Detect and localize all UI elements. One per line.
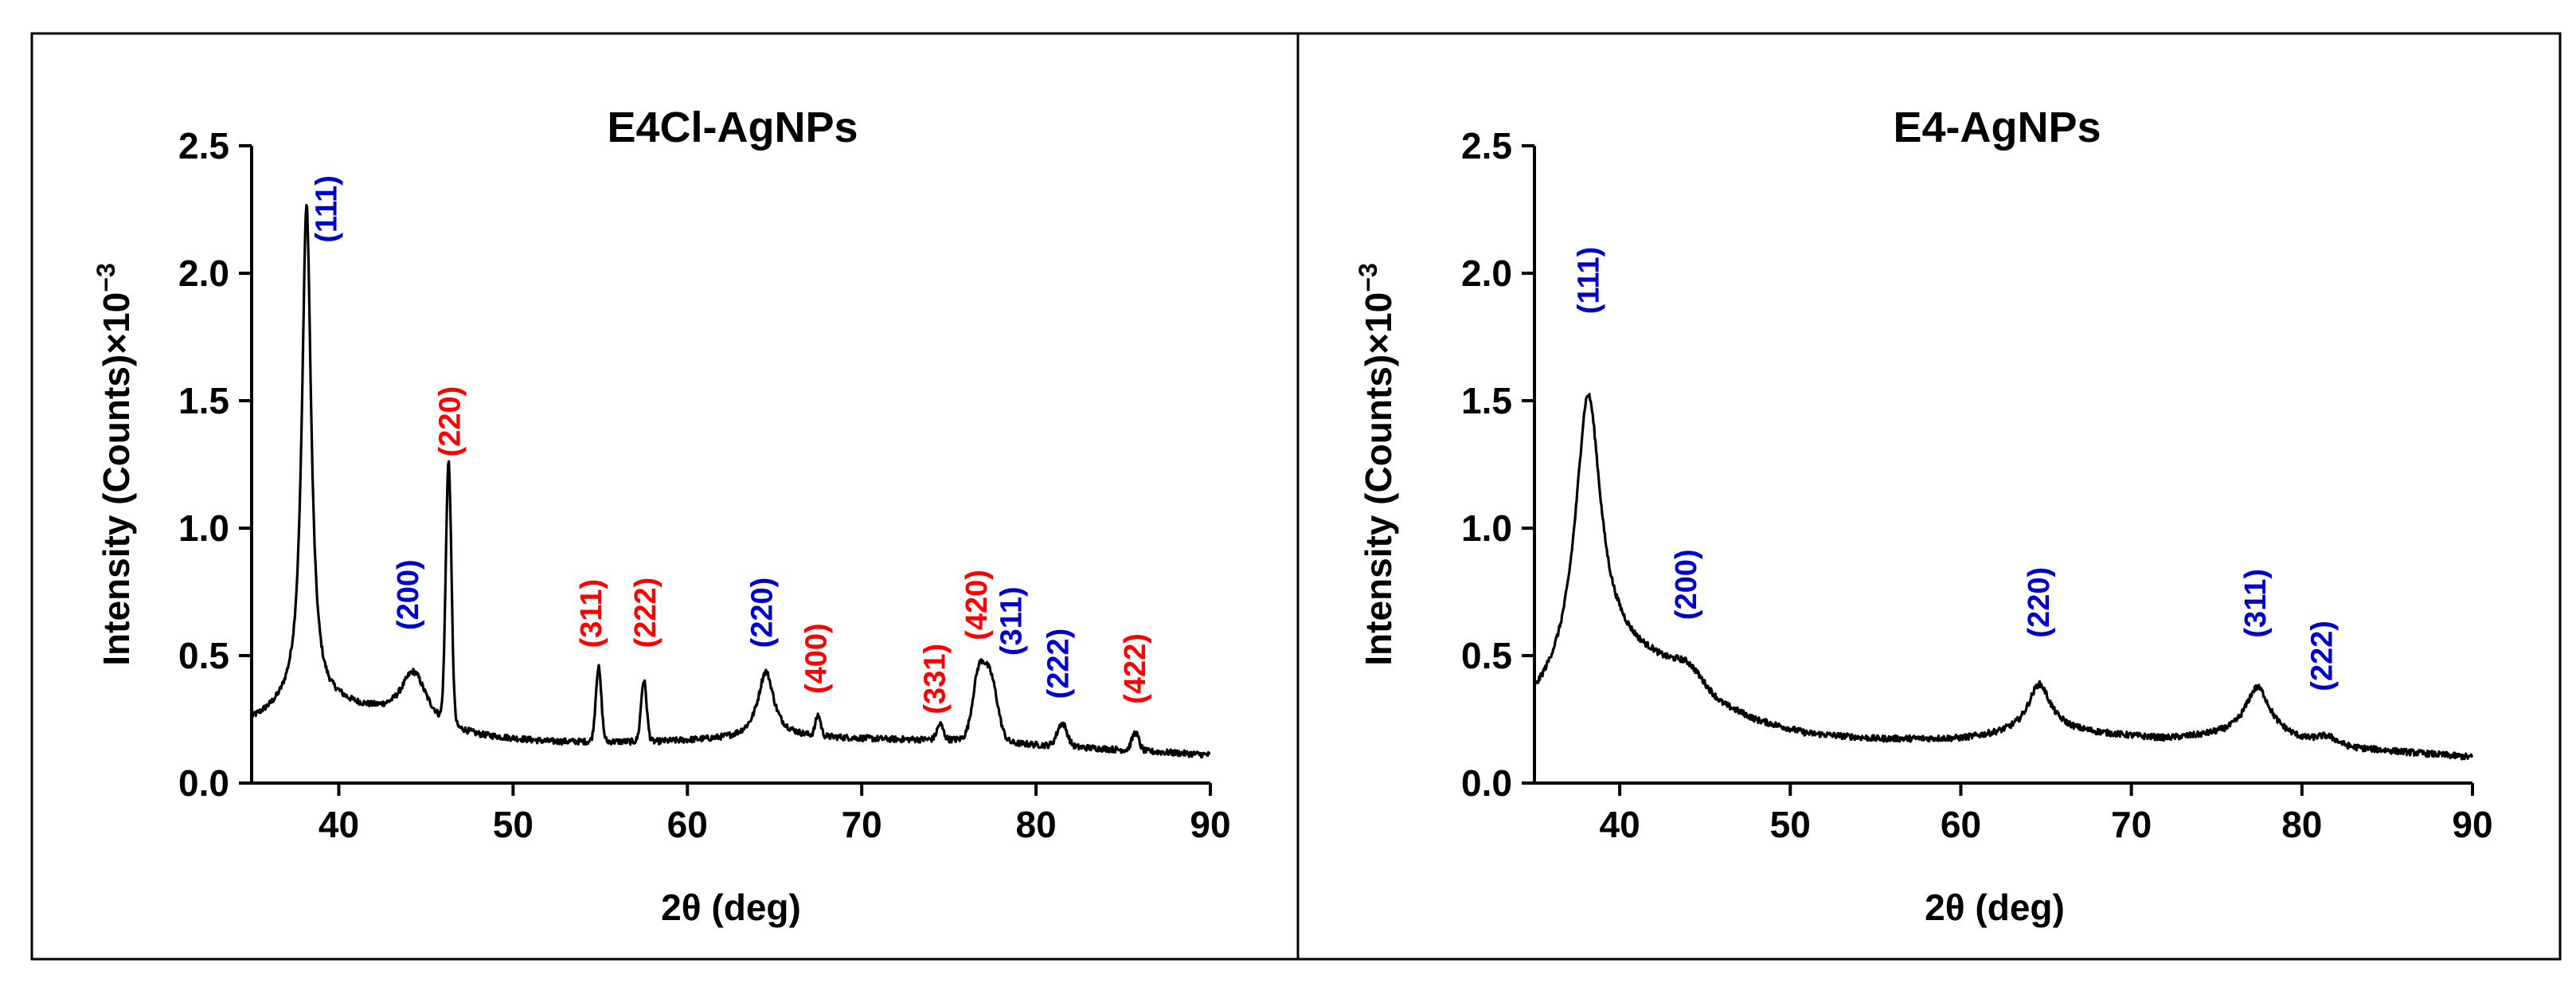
y-tick-label: 2.5	[1461, 125, 1512, 166]
x-ticks: 40 50 60 70 80 90	[319, 783, 1231, 845]
x-tick-label: 80	[1016, 804, 1057, 845]
peak-label: (222)	[629, 578, 663, 648]
x-ticks: 40 50 60 70 80 90	[1600, 783, 2493, 845]
y-tick-label: 1.0	[178, 507, 229, 549]
peak-label: (422)	[1119, 633, 1152, 704]
y-tick-label: 0.0	[178, 762, 229, 804]
peak-labels: (111) (200) (220) (311) (222)	[1573, 247, 2340, 691]
peak-label: (200)	[392, 559, 425, 630]
x-tick-label: 90	[2452, 804, 2492, 845]
chart-panel-e4cl-agnps: E4Cl-AgNPs 0.0 0.5 1.0 1.5 2.0 2.5 40 50 60 70 80…	[92, 104, 1231, 928]
y-ticks: 0.0 0.5 1.0 1.5 2.0 2.5	[178, 125, 252, 804]
y-tick-label: 1.0	[1461, 507, 1512, 549]
peak-label: (311)	[995, 586, 1029, 656]
peak-label: (420)	[960, 570, 994, 640]
x-axis-label: 2θ (deg)	[661, 887, 801, 928]
peak-label: (111)	[1573, 247, 1606, 315]
chart-panel-e4-agnps: E4-AgNPs 0.0 0.5 1.0 1.5 2.0 2.5 40 50 60 70 80 90…	[1354, 104, 2493, 928]
x-tick-label: 50	[1770, 804, 1811, 845]
y-tick-label: 2.0	[1461, 253, 1512, 294]
x-tick-label: 90	[1190, 804, 1230, 845]
y-tick-label: 1.5	[178, 380, 229, 421]
outer-frame	[30, 32, 2562, 961]
y-tick-label: 2.0	[178, 253, 229, 294]
y-tick-label: 2.5	[178, 125, 229, 166]
chart-title: E4Cl-AgNPs	[607, 104, 858, 151]
y-tick-label: 1.5	[1461, 380, 1512, 421]
x-tick-label: 60	[667, 804, 708, 845]
y-tick-label: 0.0	[1461, 762, 1512, 804]
y-tick-label: 0.5	[178, 635, 229, 676]
xrd-pattern-line	[250, 204, 1211, 759]
peak-label: (111)	[310, 175, 343, 243]
peak-label: (200)	[1670, 549, 1703, 620]
peak-label: (311)	[575, 579, 608, 648]
x-axis-label: 2θ (deg)	[1925, 887, 2065, 928]
peak-label: (222)	[1042, 629, 1076, 699]
x-tick-label: 70	[842, 804, 882, 845]
y-ticks: 0.0 0.5 1.0 1.5 2.0 2.5	[1461, 125, 1534, 804]
y-axis-label-main: Intensity (Counts)×10	[96, 292, 137, 666]
peak-label: (311)	[2239, 569, 2273, 638]
x-tick-label: 40	[1600, 804, 1640, 845]
y-axis-label-exponent: −3	[92, 263, 120, 292]
peak-label: (331)	[918, 644, 952, 715]
peak-label: (220)	[746, 578, 780, 648]
peak-label: (220)	[434, 386, 467, 457]
x-tick-label: 80	[2281, 804, 2322, 845]
y-axis-label: Intensity (Counts)×10−3	[92, 263, 137, 666]
x-tick-label: 70	[2111, 804, 2152, 845]
peak-labels: (111) (200) (220) (311) (222) (220) (400) (331)…	[310, 175, 1152, 715]
peak-label: (222)	[2306, 621, 2340, 691]
y-tick-label: 0.5	[1461, 635, 1512, 676]
x-tick-label: 40	[319, 804, 359, 845]
y-axis-label: Intensity (Counts)×10−3	[1354, 263, 1399, 666]
x-tick-label: 60	[1941, 804, 1981, 845]
peak-label: (400)	[800, 623, 834, 694]
x-tick-label: 50	[493, 804, 534, 845]
peak-label: (220)	[2023, 567, 2056, 638]
y-axis-label-exponent: −3	[1354, 263, 1382, 292]
chart-title: E4-AgNPs	[1893, 104, 2101, 151]
y-axis-label-main: Intensity (Counts)×10	[1358, 292, 1399, 666]
xrd-pattern-line	[1533, 393, 2474, 761]
